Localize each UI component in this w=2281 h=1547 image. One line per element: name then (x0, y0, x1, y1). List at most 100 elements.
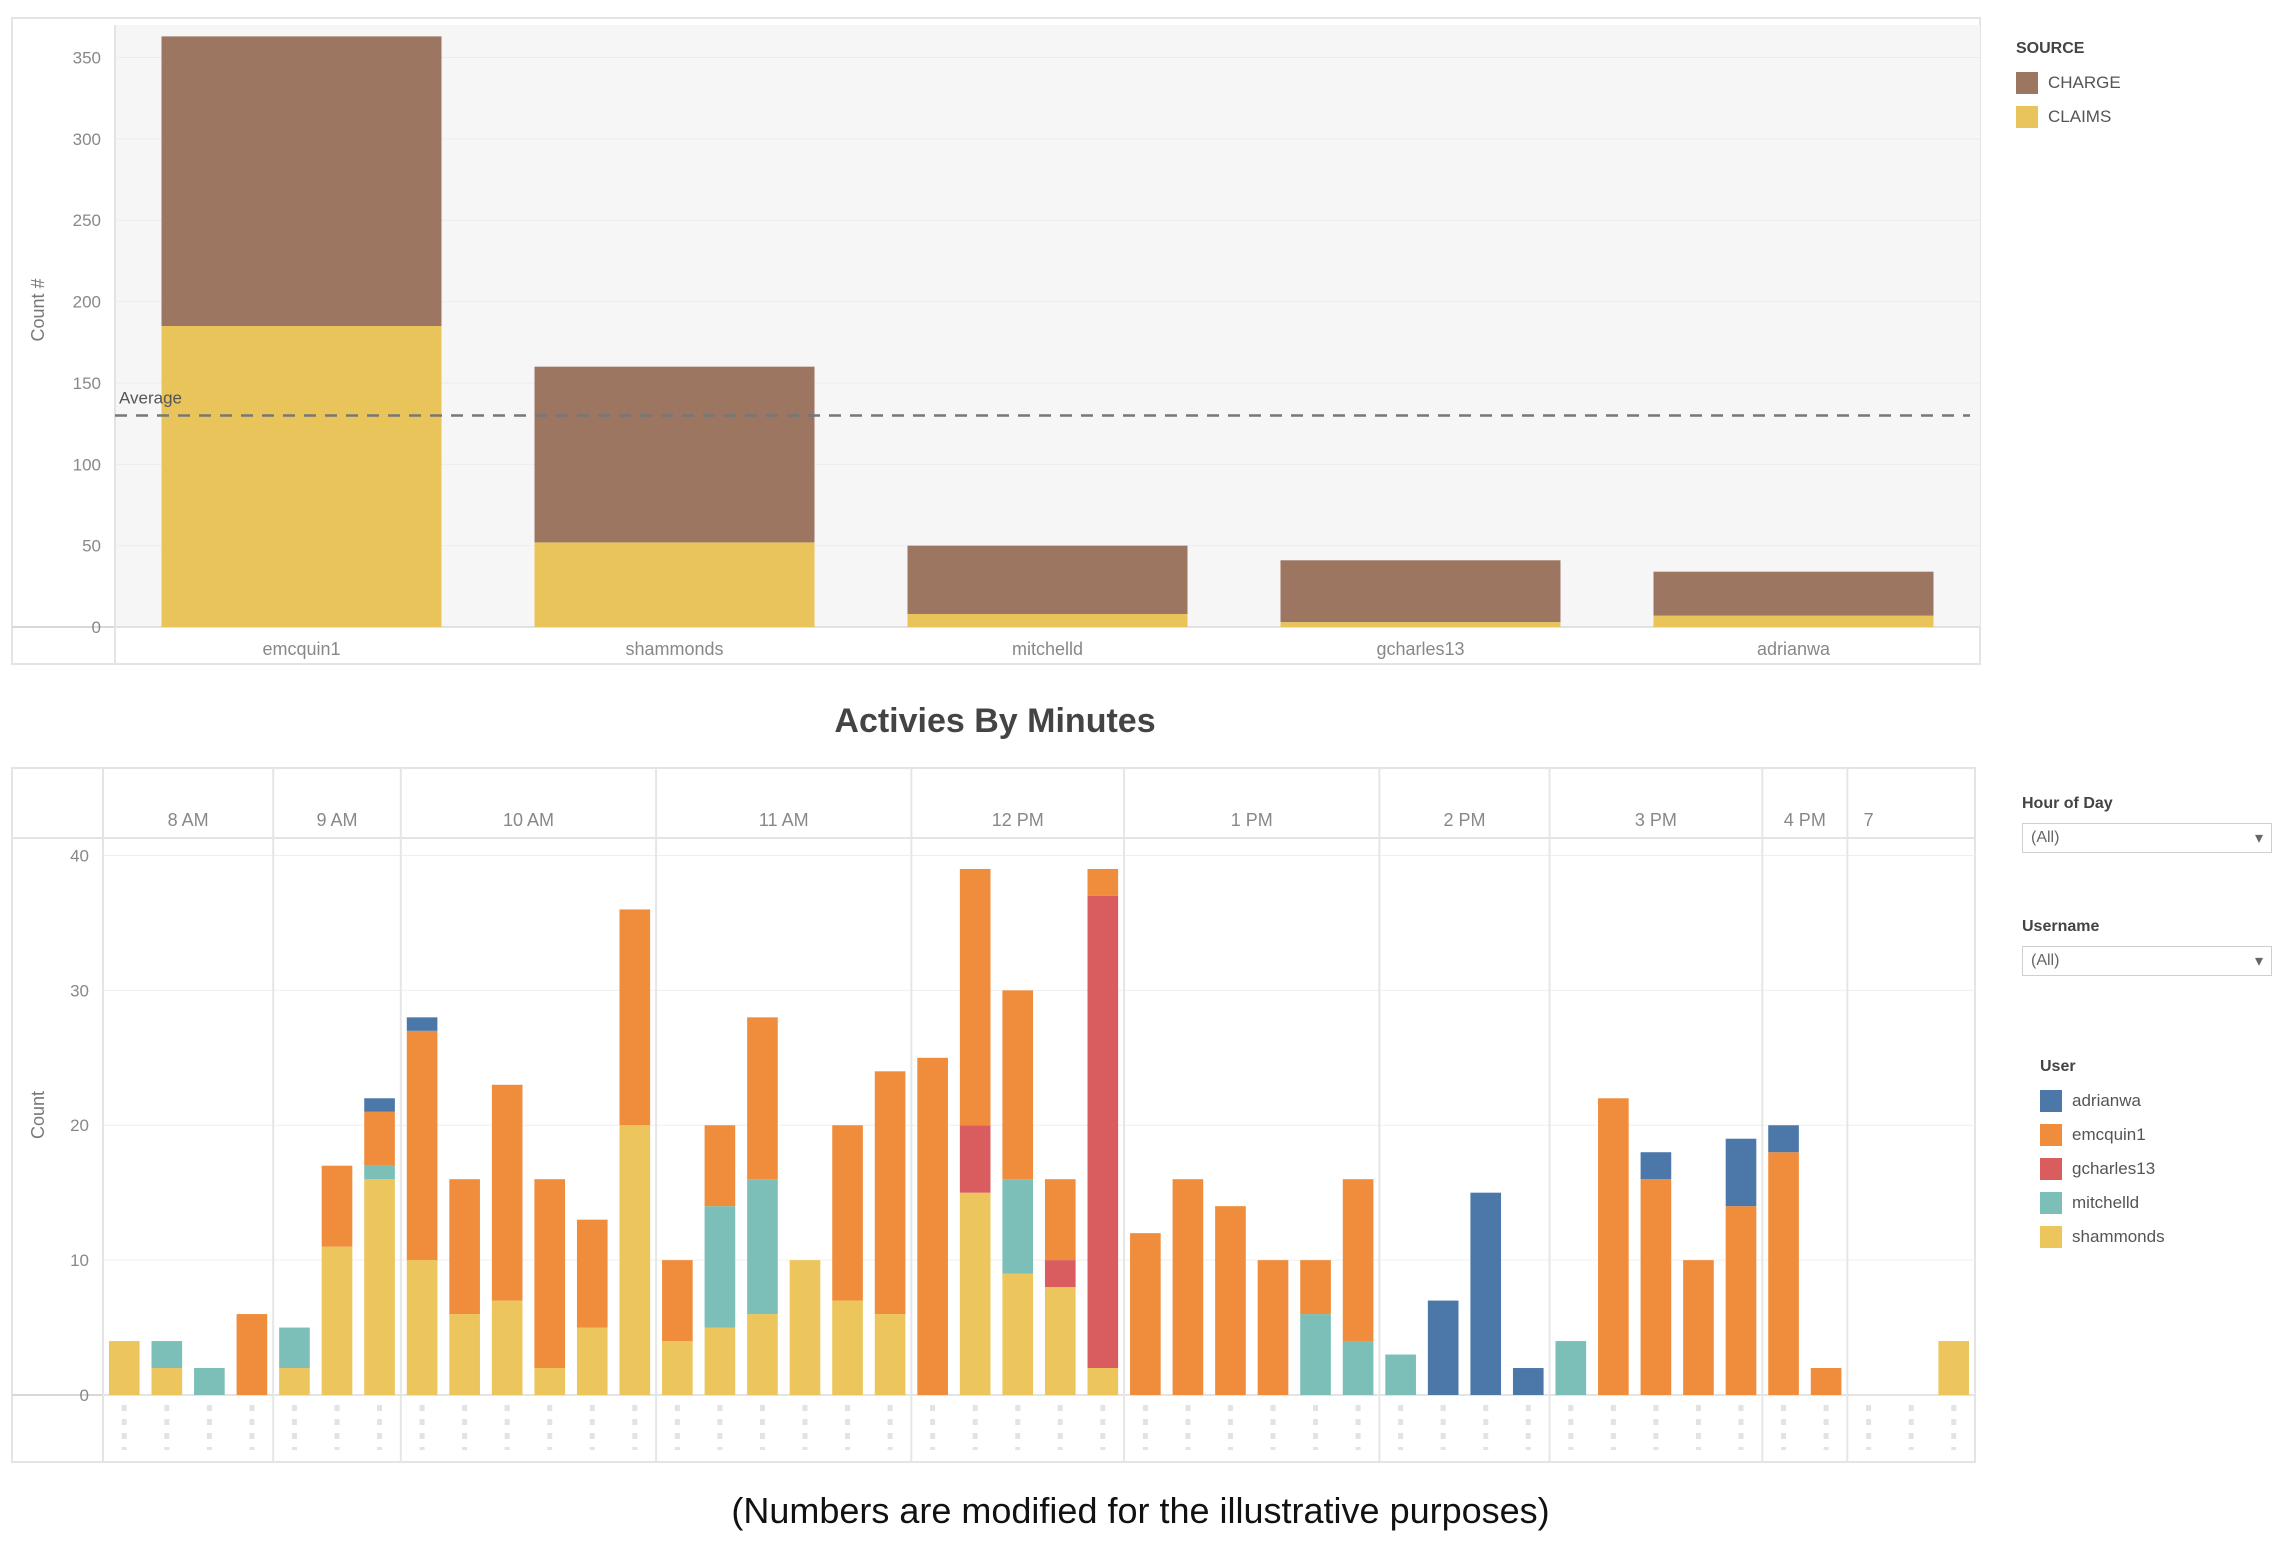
legend-item-label: shammonds (2072, 1227, 2165, 1246)
minute-bar-adrianwa (1427, 1300, 1459, 1395)
top-y-tick-label: 350 (73, 49, 101, 68)
minute-bar-gcharles13 (1087, 895, 1119, 1369)
username-filter: Username (All) ▾ (2022, 918, 2272, 976)
activities-chart-title: Activies By Minutes (834, 702, 1156, 740)
legend-swatch (2040, 1192, 2062, 1214)
minute-bar-shammonds (1938, 1341, 1970, 1395)
hour-of-day-select[interactable]: (All) ▾ (2022, 823, 2272, 853)
bottom-y-tick-label: 10 (70, 1251, 89, 1270)
minute-bar-adrianwa (1512, 1368, 1544, 1395)
top-bar-claims (1653, 615, 1934, 627)
user-legend: User adrianwa emcquin1 gcharles13 mitche… (2040, 1058, 2165, 1254)
minute-bar-gcharles13 (1044, 1260, 1076, 1288)
minute-bar-emcquin1 (704, 1125, 736, 1207)
legend-item-charge[interactable]: CHARGE (2016, 66, 2121, 100)
top-x-tick-label: gcharles13 (1376, 639, 1464, 659)
top-y-tick-label: 150 (73, 374, 101, 393)
minute-bar-adrianwa (364, 1098, 395, 1112)
legend-swatch (2040, 1226, 2062, 1248)
minute-bar-emcquin1 (959, 868, 991, 1126)
legend-item-adrianwa[interactable]: adrianwa (2040, 1084, 2165, 1118)
minute-bar-emcquin1 (874, 1071, 906, 1315)
legend-item-claims[interactable]: CLAIMS (2016, 100, 2121, 134)
legend-item-mitchelld[interactable]: mitchelld (2040, 1186, 2165, 1220)
minute-bar-shammonds (364, 1179, 395, 1395)
top-y-tick-label: 50 (82, 537, 101, 556)
top-bar-charge (534, 366, 815, 543)
legend-item-label: mitchelld (2072, 1193, 2140, 1212)
hour-header-label: 7 (1864, 810, 1874, 830)
minute-bar-mitchelld (364, 1165, 395, 1180)
minute-bar-shammonds (662, 1341, 693, 1395)
minute-bar-emcquin1 (1215, 1206, 1246, 1395)
hour-header-label: 12 PM (992, 810, 1044, 830)
minute-bar-shammonds (747, 1314, 778, 1395)
filter-value: (All) (2031, 952, 2060, 969)
footnote: (Numbers are modified for the illustrati… (731, 1490, 1550, 1531)
legend-item-label: gcharles13 (2072, 1159, 2156, 1178)
minute-bar-shammonds (406, 1260, 438, 1395)
filter-title: Username (2022, 918, 2100, 935)
hour-header-label: 9 AM (316, 810, 357, 830)
legend-item-emcquin1[interactable]: emcquin1 (2040, 1118, 2165, 1152)
bottom-y-tick-label: 20 (70, 1116, 89, 1135)
minute-bar-mitchelld (1002, 1179, 1034, 1274)
minute-bar-emcquin1 (449, 1179, 480, 1315)
minute-bar-emcquin1 (1002, 990, 1034, 1180)
minute-bar-emcquin1 (576, 1219, 608, 1328)
hour-header-label: 10 AM (503, 810, 554, 830)
minute-bar-mitchelld (151, 1341, 183, 1369)
minute-bar-mitchelld (747, 1179, 778, 1315)
hour-header-label: 1 PM (1231, 810, 1273, 830)
minute-bar-mitchelld (1385, 1354, 1416, 1395)
top-y-tick-label: 250 (73, 211, 101, 230)
top-bar-claims (907, 613, 1188, 627)
bottom-y-tick-label: 40 (70, 846, 89, 865)
minute-bar-emcquin1 (1598, 1098, 1629, 1395)
username-select[interactable]: (All) ▾ (2022, 946, 2272, 976)
minute-bar-mitchelld (1342, 1341, 1374, 1395)
top-y-tick-label: 0 (92, 618, 101, 637)
hour-of-day-filter: Hour of Day (All) ▾ (2022, 795, 2272, 853)
top-y-tick-label: 200 (73, 293, 101, 312)
top-bar-charge (1653, 571, 1934, 616)
top-x-tick-label: mitchelld (1012, 639, 1083, 659)
minute-bar-emcquin1 (619, 909, 651, 1126)
hour-header-label: 3 PM (1635, 810, 1677, 830)
minute-bar-shammonds (491, 1300, 523, 1395)
top-bar-claims (1280, 622, 1561, 627)
minute-bar-emcquin1 (406, 1030, 438, 1261)
legend-item-label: CLAIMS (2048, 107, 2112, 126)
chevron-down-icon: ▾ (2254, 830, 2263, 847)
minute-bar-emcquin1 (1257, 1260, 1289, 1395)
minute-bar-shammonds (534, 1368, 566, 1395)
minute-bar-adrianwa (1725, 1138, 1757, 1207)
minute-bar-mitchelld (1555, 1341, 1587, 1395)
bottom-y-tick-label: 30 (70, 981, 89, 1000)
minute-bar-shammonds (832, 1300, 863, 1395)
filter-value: (All) (2031, 829, 2060, 846)
top-bar-charge (161, 36, 442, 326)
legend-item-label: emcquin1 (2072, 1125, 2146, 1144)
legend-item-label: adrianwa (2072, 1091, 2141, 1110)
minute-bar-emcquin1 (662, 1260, 693, 1342)
minute-bar-gcharles13 (959, 1125, 991, 1193)
top-bar-claims (534, 542, 815, 627)
minute-bar-shammonds (108, 1341, 140, 1395)
legend-item-shammonds[interactable]: shammonds (2040, 1220, 2165, 1254)
minute-bar-emcquin1 (747, 1017, 778, 1180)
minute-bar-shammonds (1087, 1368, 1119, 1395)
top-y-tick-label: 100 (73, 455, 101, 474)
minute-bar-shammonds (959, 1192, 991, 1395)
minute-bar-shammonds (279, 1368, 310, 1395)
minute-bar-mitchelld (194, 1368, 225, 1395)
minute-bar-emcquin1 (832, 1125, 863, 1301)
legend-item-gcharles13[interactable]: gcharles13 (2040, 1152, 2165, 1186)
minute-bar-adrianwa (1640, 1152, 1672, 1180)
minute-bar-emcquin1 (1300, 1260, 1331, 1315)
minute-bar-adrianwa (1470, 1192, 1502, 1395)
top-bar-charge (1280, 560, 1561, 623)
hour-header-label: 4 PM (1784, 810, 1826, 830)
